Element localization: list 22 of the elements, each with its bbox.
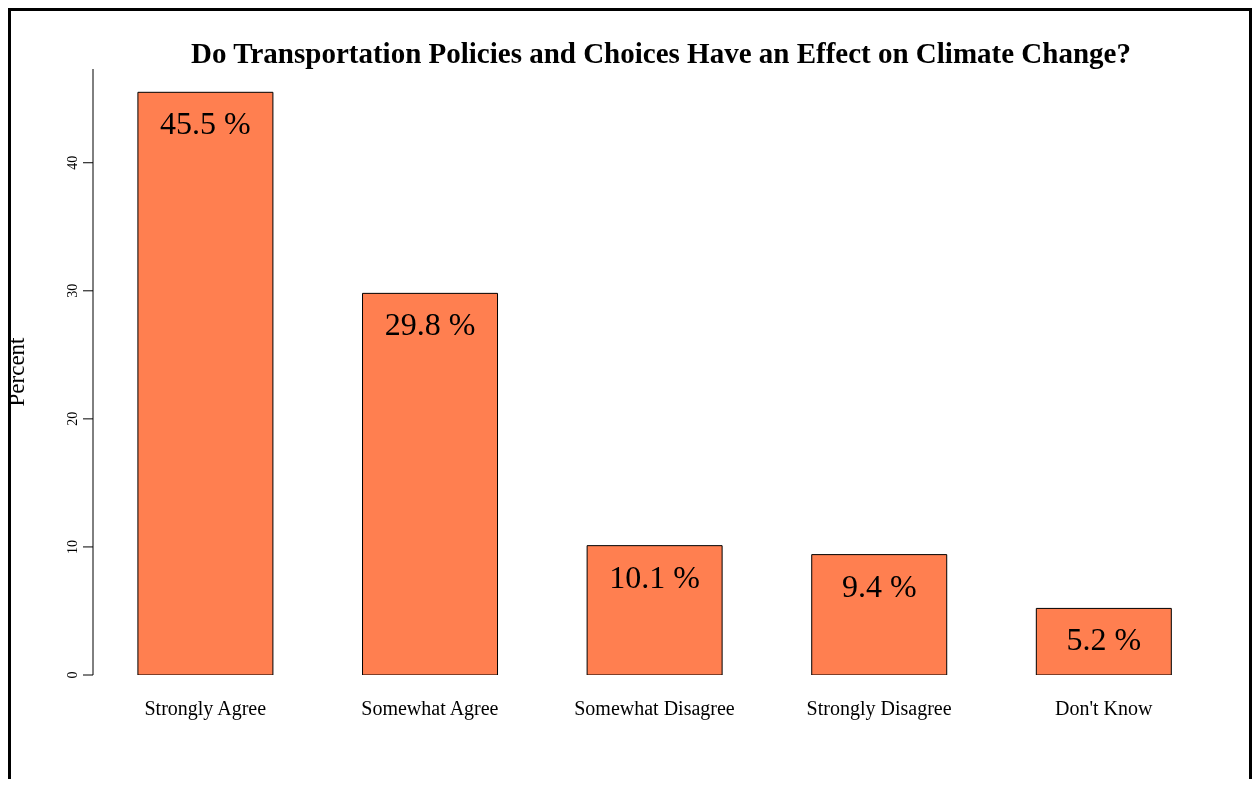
data-label: 29.8 % <box>384 306 476 343</box>
data-label: 9.4 % <box>841 567 917 604</box>
x-tick-label: Strongly Agree <box>144 697 267 721</box>
bar <box>362 292 499 675</box>
data-label: 10.1 % <box>609 558 700 595</box>
y-tick-label: 30 <box>65 283 80 298</box>
chart-title: Do Transportation Policies and Choices Have an Effect on Climate Change? <box>190 37 1132 70</box>
y-tick-label: 10 <box>65 539 80 554</box>
x-tick-label: Don't Know <box>1054 697 1153 720</box>
y-tick-label: 40 <box>65 155 80 170</box>
data-label: 45.5 % <box>160 105 251 142</box>
y-axis-title: Percent <box>4 336 30 407</box>
bar <box>586 545 723 675</box>
y-tick-label: 20 <box>65 411 80 426</box>
x-tick-label: Somewhat Agree <box>361 697 499 721</box>
x-tick-label: Somewhat Disagree <box>574 697 735 721</box>
x-tick-label: Strongly Disagree <box>806 697 952 721</box>
bar <box>137 91 274 675</box>
bar <box>1035 607 1172 675</box>
y-tick-label: 0 <box>65 671 80 679</box>
bar <box>811 554 948 675</box>
data-label: 5.2 % <box>1066 621 1142 658</box>
